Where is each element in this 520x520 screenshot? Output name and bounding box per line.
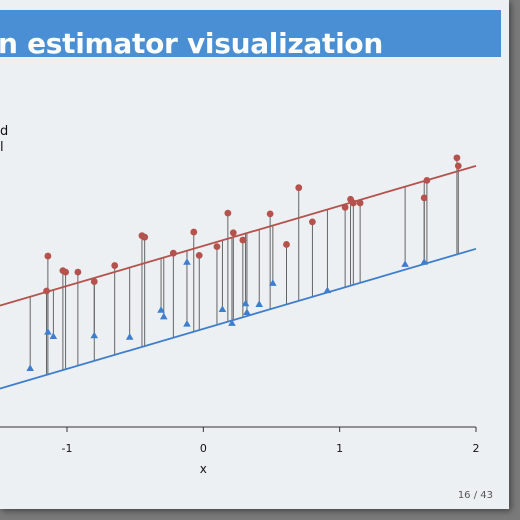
page-number: 16 / 43 [457, 490, 493, 501]
blue-point-12 [241, 299, 250, 307]
slide-header: n estimator visualization [0, 10, 501, 60]
blue-point-9 [183, 258, 191, 265]
red-point-1 [43, 287, 50, 295]
red-point-23 [356, 199, 364, 207]
blue-point-3 [49, 332, 58, 339]
red-point-4 [74, 268, 82, 276]
red-point-17 [283, 241, 290, 248]
slide-title: n estimator visualization [0, 27, 383, 60]
red-point-5 [90, 278, 98, 285]
legend-fragment-1: d [0, 124, 9, 139]
red-point-19 [308, 218, 316, 226]
red-point-15 [239, 236, 247, 244]
blue-point-6 [157, 306, 165, 313]
red-fit-line [0, 164, 477, 307]
red-point-27 [454, 162, 462, 170]
red-point-16 [266, 210, 274, 218]
red-point-13 [224, 209, 232, 217]
red-point-8 [141, 233, 149, 241]
blue-point-11 [228, 319, 236, 326]
red-point-6 [111, 262, 119, 269]
x-axis-label: x [200, 462, 207, 476]
red-point-24 [420, 194, 428, 202]
blue-point-14 [255, 300, 264, 307]
red-point-20 [341, 203, 349, 211]
x-tick-label-1: 0 [200, 442, 207, 455]
blue-fit-line [0, 247, 477, 390]
x-tick-label-3: 2 [473, 442, 480, 455]
red-point-26 [453, 154, 461, 162]
blue-point-4 [90, 331, 99, 339]
x-tick-label-2: 1 [336, 442, 343, 455]
legend-fragment-2: l [0, 140, 4, 155]
blue-point-7 [159, 312, 168, 320]
red-point-25 [423, 177, 431, 184]
red-point-14 [229, 229, 237, 237]
blue-point-1 [26, 364, 34, 371]
red-point-10 [190, 228, 198, 236]
blue-point-18 [420, 258, 428, 265]
red-point-0 [44, 252, 52, 260]
red-point-22 [349, 199, 357, 207]
blue-point-13 [243, 308, 251, 315]
red-point-9 [169, 249, 177, 257]
blue-point-5 [125, 333, 134, 340]
blue-point-15 [269, 279, 277, 286]
red-point-12 [213, 243, 221, 251]
blue-point-16 [323, 286, 332, 294]
blue-point-8 [183, 319, 191, 327]
red-point-11 [195, 251, 203, 259]
blue-point-17 [401, 260, 409, 267]
red-point-18 [295, 184, 303, 192]
red-point-3 [62, 268, 70, 276]
x-tick-label-0: -1 [62, 442, 73, 455]
blue-point-2 [44, 327, 52, 335]
blue-point-10 [218, 305, 227, 313]
